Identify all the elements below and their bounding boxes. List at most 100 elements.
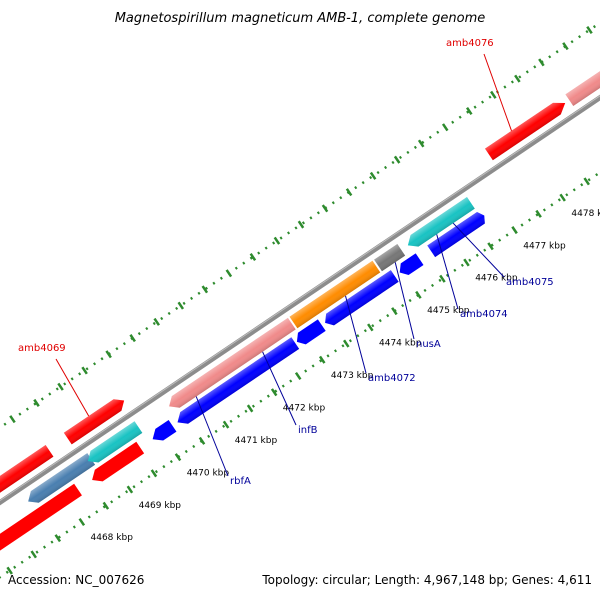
gene-blue-tiny bbox=[399, 253, 424, 276]
gene-shading bbox=[485, 102, 566, 161]
gene-shading bbox=[177, 337, 300, 424]
tick-label: 4478 kbp bbox=[571, 209, 600, 219]
outer-scale-dots bbox=[0, 0, 600, 502]
gene-label-group: amb4076 amb4069 rbfA infB amb4072 nusA amb4074… bbox=[18, 38, 554, 487]
scale-tick bbox=[511, 226, 518, 235]
tick-label: 4475 kbp bbox=[427, 306, 470, 316]
tick-label: 4476 kbp bbox=[475, 274, 518, 284]
gene-red-lower-right bbox=[92, 441, 145, 482]
scale-tick bbox=[177, 301, 185, 310]
gene-leader-line bbox=[345, 295, 367, 374]
scale-tick bbox=[222, 420, 230, 429]
gene-blue-short bbox=[296, 319, 326, 345]
scale-tick bbox=[318, 355, 326, 364]
scale-tick bbox=[583, 177, 590, 186]
outer-major-ticks bbox=[9, 25, 593, 424]
scale-tick bbox=[369, 171, 377, 180]
scale-tick bbox=[150, 469, 158, 478]
scale-tick bbox=[490, 90, 497, 99]
scale-tick bbox=[81, 366, 88, 375]
scale-tick bbox=[321, 204, 329, 213]
tick-label: 4469 kbp bbox=[139, 501, 182, 511]
scale-tick bbox=[9, 415, 16, 424]
backbone-highlight bbox=[0, 41, 600, 557]
gene-blue-small bbox=[152, 419, 177, 441]
scale-tick bbox=[105, 350, 112, 359]
gene-shading bbox=[325, 270, 399, 326]
tick-label-group: 4468 kbp 4469 kbp 4470 kbp 4471 kbp 4472 kbp… bbox=[91, 209, 600, 543]
gene-label: rbfA bbox=[230, 476, 251, 487]
scale-tick bbox=[30, 550, 38, 559]
gene-leader-line bbox=[436, 234, 459, 310]
gene-leader-line bbox=[483, 53, 512, 131]
scale-tick bbox=[586, 25, 593, 34]
scale-tick bbox=[225, 269, 233, 278]
scale-tick bbox=[54, 534, 62, 543]
scale-tick bbox=[153, 317, 160, 326]
gene-shading bbox=[565, 44, 600, 107]
gene-red-lower bbox=[0, 483, 82, 552]
scale-tick bbox=[562, 42, 569, 51]
scale-tick bbox=[294, 371, 302, 381]
scale-tick bbox=[535, 209, 542, 218]
gene-shading bbox=[289, 260, 381, 329]
gene-leader-line bbox=[452, 222, 505, 278]
gene-label: amb4072 bbox=[368, 373, 416, 384]
scale-tick bbox=[463, 258, 470, 267]
tick-label: 4472 kbp bbox=[283, 404, 326, 414]
gene-label: infB bbox=[298, 425, 318, 436]
scale-tick bbox=[393, 155, 401, 164]
gene-shading bbox=[28, 453, 96, 503]
gene-label: amb4075 bbox=[506, 277, 554, 288]
gene-label: amb4069 bbox=[18, 343, 66, 354]
scale-tick bbox=[559, 193, 566, 202]
tick-label: 4471 kbp bbox=[235, 436, 278, 446]
scale-tick bbox=[246, 404, 254, 413]
scale-tick bbox=[345, 188, 353, 197]
scale-tick bbox=[126, 485, 134, 494]
scale-tick bbox=[270, 388, 278, 397]
scale-tick bbox=[102, 501, 110, 510]
scale-tick bbox=[441, 123, 449, 132]
scale-tick bbox=[514, 74, 521, 83]
scale-tick bbox=[343, 339, 350, 348]
scale-tick bbox=[57, 382, 64, 391]
inner-scale-dots bbox=[0, 98, 600, 600]
scale-tick bbox=[6, 566, 13, 575]
tick-label: 4474 kbp bbox=[379, 339, 422, 349]
gene-shading bbox=[374, 244, 406, 272]
accession-text: Accession: NC_007626 bbox=[8, 573, 144, 587]
gene-leader-line bbox=[394, 262, 415, 340]
scale-tick bbox=[129, 334, 136, 343]
scale-tick bbox=[417, 139, 425, 148]
scale-tick bbox=[33, 398, 40, 407]
scale-tick bbox=[367, 323, 374, 332]
gene-label: amb4074 bbox=[460, 309, 508, 320]
scale-tick bbox=[78, 517, 86, 526]
gene-shading bbox=[169, 317, 296, 408]
scale-tick bbox=[466, 107, 473, 116]
gene-label: nusA bbox=[416, 339, 441, 350]
scale-tick bbox=[415, 290, 422, 299]
scale-tick bbox=[439, 274, 446, 283]
scale-tick bbox=[174, 453, 182, 462]
gene-leader-line bbox=[55, 358, 90, 417]
inner-major-ticks bbox=[6, 177, 590, 575]
scale-tick bbox=[201, 285, 209, 294]
gene-shading bbox=[63, 399, 125, 445]
gene-leader-line bbox=[262, 351, 297, 426]
gene-shading bbox=[87, 421, 143, 463]
tick-label: 4473 kbp bbox=[331, 371, 374, 381]
gene-shading bbox=[0, 445, 54, 518]
scale-tick bbox=[297, 220, 305, 229]
scale-tick bbox=[391, 307, 398, 316]
gene-shading bbox=[427, 211, 485, 258]
scale-tick bbox=[487, 242, 494, 251]
topology-text: Topology: circular; Length: 4,967,148 bp… bbox=[261, 573, 592, 587]
gene-shading bbox=[407, 197, 475, 247]
tick-label: 4468 kbp bbox=[91, 533, 134, 543]
tick-label: 4470 kbp bbox=[187, 468, 230, 478]
scale-tick bbox=[198, 436, 206, 445]
genome-backbone bbox=[0, 40, 600, 560]
